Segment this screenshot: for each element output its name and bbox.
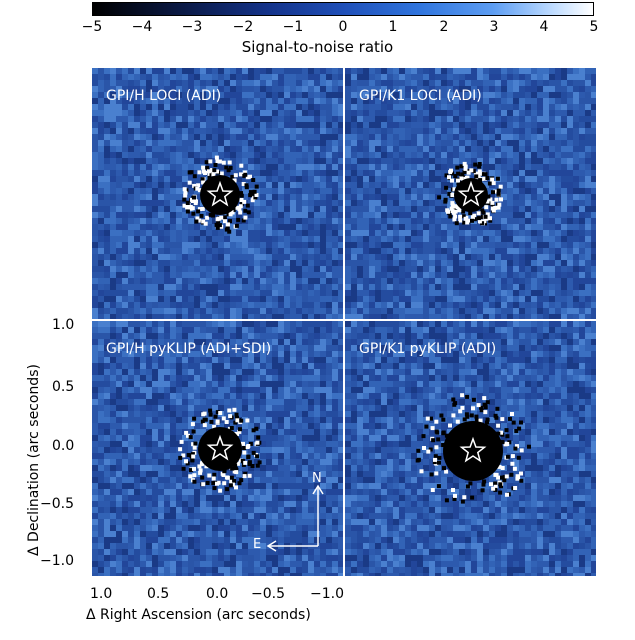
colorbar-tick: −5	[81, 19, 103, 35]
star-icon	[206, 180, 234, 207]
y-axis-label: Δ Declination (arc seconds)	[26, 364, 42, 556]
star-icon	[457, 180, 485, 207]
colorbar-tick: −4	[131, 19, 153, 35]
colorbar-tick: 1	[388, 19, 398, 35]
colorbar-tick: −3	[181, 19, 203, 35]
noise-field	[92, 321, 343, 576]
panel-label: GPI/H pyKLIP (ADI+SDI)	[106, 341, 272, 357]
compass-east-label: E	[253, 537, 262, 552]
colorbar-tick: −2	[232, 19, 254, 35]
star-icon	[459, 436, 487, 463]
panel-label: GPI/K1 pyKLIP (ADI)	[359, 341, 497, 357]
image-panel-grid: GPI/H LOCI (ADI) GPI/K1 LOCI (ADI) GPI/H…	[92, 68, 596, 576]
colorbar-tick: −1	[282, 19, 304, 35]
colorbar-title: Signal-to-noise ratio	[241, 38, 394, 56]
noise-field	[345, 321, 596, 576]
y-tick: −1.0	[40, 553, 74, 569]
panel-label: GPI/H LOCI (ADI)	[106, 88, 222, 104]
colorbar-tick: 2	[439, 19, 449, 35]
colorbar-tick: 5	[589, 19, 599, 35]
y-tick: −0.5	[40, 496, 74, 512]
compass	[266, 484, 324, 552]
y-tick: 0.0	[52, 438, 75, 454]
compass-north-label: N	[312, 471, 322, 486]
x-tick: −1.0	[310, 586, 344, 602]
y-tick: 1.0	[52, 317, 75, 333]
noise-field	[92, 68, 343, 319]
colorbar-tick: 4	[539, 19, 549, 35]
colorbar-tick: 3	[489, 19, 499, 35]
x-tick: −0.5	[251, 586, 285, 602]
colorbar	[92, 2, 594, 16]
noise-field	[345, 68, 596, 319]
x-tick: 0.5	[147, 586, 170, 602]
star-icon	[206, 434, 234, 461]
x-tick: 1.0	[90, 586, 113, 602]
panel-gpi-h-pyklip: GPI/H pyKLIP (ADI+SDI) N E	[92, 321, 343, 576]
panel-gpi-k1-loci: GPI/K1 LOCI (ADI)	[345, 68, 596, 319]
panel-gpi-h-loci: GPI/H LOCI (ADI)	[92, 68, 343, 319]
panel-label: GPI/K1 LOCI (ADI)	[359, 88, 482, 104]
x-tick: 0.0	[206, 586, 229, 602]
y-tick: 0.5	[52, 379, 75, 395]
x-axis-label: Δ Right Ascension (arc seconds)	[86, 607, 311, 623]
colorbar-tick: 0	[338, 19, 348, 35]
panel-gpi-k1-pyklip: GPI/K1 pyKLIP (ADI)	[345, 321, 596, 576]
